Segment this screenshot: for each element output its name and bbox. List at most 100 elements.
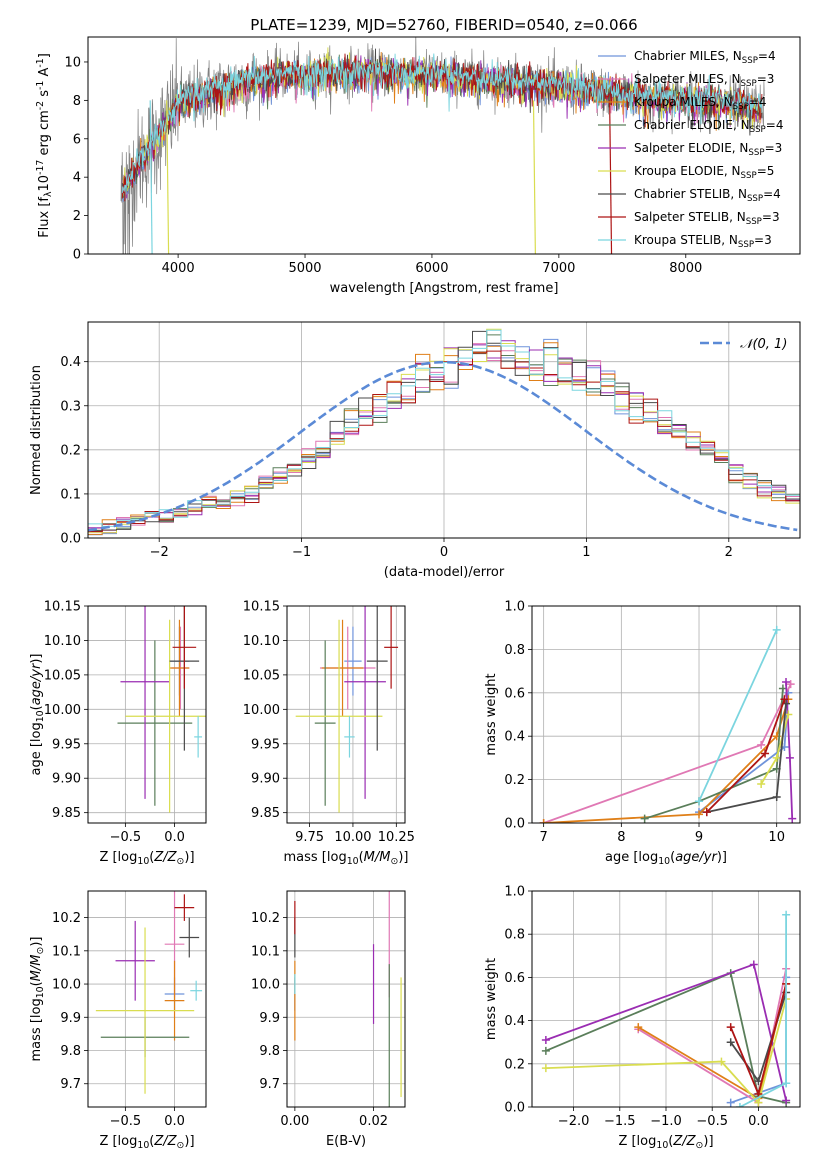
x-axis-label: Z [log10​(Z/Z⊙​)] xyxy=(99,850,194,867)
histogram-series xyxy=(88,329,800,527)
y-axis-label: mass weight xyxy=(484,673,499,755)
x-tick-label: −1.5 xyxy=(604,1114,636,1129)
x-tick-label: 7 xyxy=(540,830,548,845)
masked-pixel-drop xyxy=(609,100,613,254)
y-tick-label: 0.3 xyxy=(60,399,81,414)
mass-weight-marker xyxy=(772,792,781,801)
axes-frame xyxy=(87,321,801,539)
x-tick-label: −0.5 xyxy=(110,1114,142,1129)
mass-weight-marker xyxy=(640,814,649,823)
y-tick-label: 9.90 xyxy=(52,772,81,787)
mass-weight-marker xyxy=(782,1096,791,1105)
y-tick-label: 10.15 xyxy=(243,600,280,615)
y-tick-label: 0.0 xyxy=(60,532,81,547)
errorbar-point xyxy=(120,606,170,799)
plot-area xyxy=(88,328,800,536)
histogram-series xyxy=(88,343,800,531)
x-axis-label: wavelength [Angstrom, rest frame] xyxy=(330,281,559,296)
y-tick-label: 0.1 xyxy=(60,487,81,502)
mass-weight-marker xyxy=(541,1036,550,1045)
mass-weight-series-line xyxy=(545,998,787,1105)
x-tick-label: 0.0 xyxy=(164,1114,185,1129)
mass-weight-series-line xyxy=(644,688,784,820)
legend-label: Chabrier MILES, NSSP​=4 xyxy=(634,49,776,66)
legend-label: Chabrier ELODIE, NSSP​=4 xyxy=(634,118,783,135)
y-tick-label: 0.0 xyxy=(504,817,525,832)
mass-weight-marker xyxy=(782,677,791,686)
x-tick-label: 2 xyxy=(725,545,733,560)
x-tick-label: −1.0 xyxy=(650,1114,682,1129)
mass-weight-series-line xyxy=(543,699,790,823)
x-tick-label: 10.25 xyxy=(378,830,415,845)
errorbar-point xyxy=(366,606,388,751)
x-axis-label: (data-model)/error xyxy=(384,565,505,580)
y-tick-label: 9.90 xyxy=(251,772,280,787)
mass-weight-marker xyxy=(735,1103,744,1107)
histogram-series xyxy=(88,328,800,534)
spectrum-legend: Chabrier MILES, NSSP​=4 Salpeter MILES, N… xyxy=(598,49,783,250)
massweight-vs-age-panel: 7 8 9 10 0.0 0.2 0.4 0.6 0.8 1.0 age [log10​(age/y… xyxy=(484,600,801,867)
mass-weight-marker xyxy=(782,910,791,919)
y-tick-label: 9.9 xyxy=(259,1011,280,1026)
y-tick-label: 1.0 xyxy=(504,885,525,900)
y-tick-label: 9.95 xyxy=(52,737,81,752)
x-tick-label: 4000 xyxy=(162,261,195,276)
x-tick-label: 9.75 xyxy=(295,830,324,845)
y-tick-label: 0.2 xyxy=(504,773,525,788)
axes-frame xyxy=(87,605,207,824)
y-tick-label: 10.2 xyxy=(251,911,280,926)
mass-weight-marker xyxy=(726,1098,735,1107)
y-tick-label: 2 xyxy=(73,209,81,224)
y-axis-label: mass weight xyxy=(484,958,499,1040)
y-axis-label: Normed distribution xyxy=(29,365,44,495)
x-tick-label: −1 xyxy=(292,545,311,560)
x-tick-label: −0.5 xyxy=(110,830,142,845)
x-tick-label: −0.5 xyxy=(696,1114,728,1129)
x-tick-label: −2.0 xyxy=(558,1114,590,1129)
mass-weight-series-line xyxy=(698,692,790,813)
y-tick-label: 0.8 xyxy=(504,928,525,943)
y-tick-label: 9.8 xyxy=(259,1044,280,1059)
mass-weight-marker xyxy=(541,1064,550,1073)
y-tick-label: 9.85 xyxy=(251,806,280,821)
mass-weight-series-line xyxy=(698,629,778,802)
x-tick-label: 0.00 xyxy=(280,1114,309,1129)
y-tick-label: 9.7 xyxy=(60,1077,81,1092)
errorbar-point xyxy=(344,606,386,799)
legend-label: Salpeter MILES, NSSP​=3 xyxy=(634,72,774,89)
x-tick-label: 0.0 xyxy=(164,830,185,845)
errorbar-point xyxy=(179,917,200,958)
x-tick-label: 8000 xyxy=(669,261,702,276)
legend-label: 𝒩(0, 1) xyxy=(740,337,787,352)
mass-weight-marker xyxy=(634,1023,643,1032)
y-tick-label: 10.05 xyxy=(44,668,81,683)
chart-title: PLATE=1239, MJD=52760, FIBERID=0540, z=0… xyxy=(250,16,637,34)
y-tick-label: 9.8 xyxy=(60,1044,81,1059)
axes-frame xyxy=(286,890,406,1108)
errorbar-point xyxy=(172,606,197,689)
y-tick-label: 0.2 xyxy=(504,1057,525,1072)
mass-weight-marker xyxy=(749,960,758,969)
errorbar-point xyxy=(194,716,203,758)
legend-label: Salpeter ELODIE, NSSP​=3 xyxy=(634,141,782,158)
y-tick-label: 10.1 xyxy=(52,944,81,959)
mass-vs-metallicity-panel: −0.5 0.0 9.7 9.8 9.9 10.0 10.1 10.2 Z [log10​(Z/… xyxy=(29,890,207,1151)
errorbar-point xyxy=(125,619,206,813)
plot-area xyxy=(294,891,402,1107)
axes-frame xyxy=(286,605,406,824)
x-tick-label: 0.02 xyxy=(359,1114,388,1129)
model-spectrum-line xyxy=(121,53,763,195)
masked-pixel-drop xyxy=(166,100,170,254)
errorbar-point xyxy=(295,619,383,813)
errorbar-point xyxy=(344,626,362,696)
x-tick-label: 0.0 xyxy=(748,1114,769,1129)
spectrum-panel: 4000 5000 6000 7000 8000 0 2 4 6 8 10 wavelength [A… xyxy=(35,16,801,296)
x-axis-label: Z [log10​(Z/Z⊙​)] xyxy=(99,1134,194,1151)
y-tick-label: 10.15 xyxy=(44,600,81,615)
x-axis-label: mass [log10​(M/M⊙​)] xyxy=(284,850,409,867)
y-tick-label: 10.0 xyxy=(251,978,280,993)
mass-weight-marker xyxy=(785,753,794,762)
plot-area xyxy=(95,891,203,1094)
y-axis-label: age [log10​(age/yr)] xyxy=(29,653,46,775)
